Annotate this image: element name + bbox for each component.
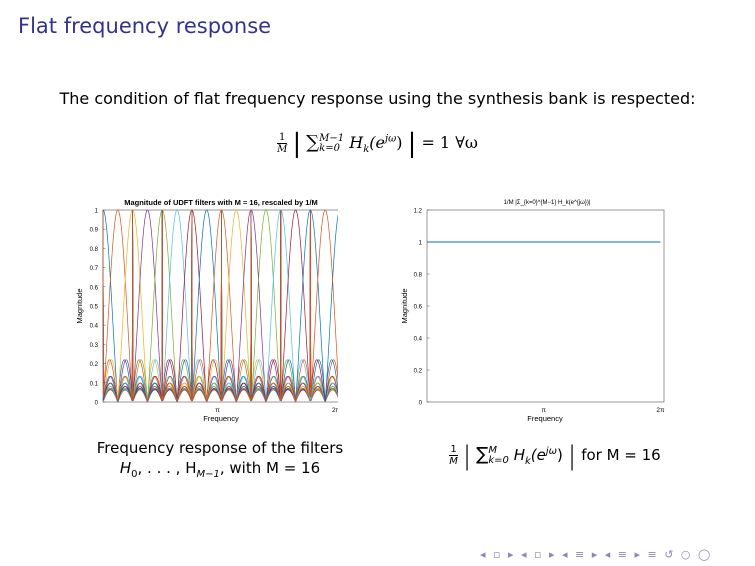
- chart-left-ytick-label: 0: [95, 401, 99, 407]
- chart-left-xtick-label: π: [215, 407, 220, 414]
- chart-right-ytick-label: 0.2: [414, 369, 423, 375]
- chart-left-ytick-label: 0.3: [90, 343, 99, 349]
- chart-left-ytick-label: 0.2: [90, 362, 99, 368]
- slide-title: Flat frequency response: [18, 14, 272, 38]
- filters-magnitude-chart: Magnitude of UDFT filters with M = 16, r…: [75, 198, 338, 423]
- chart-left-series-group: [102, 209, 338, 402]
- chart-left-ytick-label: 0.6: [90, 285, 99, 291]
- chart-left-ytick-label: 1: [95, 209, 99, 215]
- flatness-check-chart: 1/M |Σ_{k=0}^{M−1} H_k(e^{jω})| 00.20.40…: [400, 200, 665, 423]
- chart-left-title: Magnitude of UDFT filters with M = 16, r…: [124, 198, 318, 207]
- chart-left-ytick-label: 0.1: [90, 381, 99, 387]
- chart-right-ytick-label: 0: [419, 401, 423, 407]
- chart-right-ytick-label: 0.4: [414, 337, 423, 343]
- chart-right-ylabel: Magnitude: [400, 288, 409, 323]
- chart-right-ytick-label: 0.8: [414, 273, 423, 279]
- chart-left-ytick-label: 0.8: [90, 247, 99, 253]
- chart-right-xtick-label: π: [541, 407, 546, 414]
- chart-left-ytick-label: 0.5: [90, 305, 99, 311]
- chart-right-ytick-label: 1.2: [414, 209, 423, 215]
- chart-right-yticks: 0 0.2 0.4 0.6 0.8 1 1.2: [414, 209, 430, 407]
- chart-right-xticks: π 2π: [541, 407, 665, 414]
- caption-left: Frequency response of the filters H0, . …: [96, 439, 344, 480]
- chart-left-xticks: π 2π: [215, 407, 338, 414]
- intro-text: The condition of flat frequency response…: [59, 89, 696, 108]
- chart-right-ytick-label: 1: [419, 241, 423, 247]
- chart-right-xlabel: Frequency: [527, 414, 563, 423]
- chart-right-axes: [426, 209, 665, 403]
- beamer-navigation[interactable]: ◂ ▫ ▸ ◂ ▫ ▸ ◂ ≡ ▸ ◂ ≡ ▸ ≡ ↺ ○ ◯: [480, 548, 713, 561]
- chart-left-ytick-label: 0.7: [90, 266, 99, 272]
- chart-right-xtick-label: 2π: [656, 407, 665, 414]
- filter-curve-h15: [102, 209, 338, 402]
- chart-left-xlabel: Frequency: [203, 414, 239, 423]
- chart-left-ylabel: Magnitude: [75, 288, 84, 323]
- chart-left-ytick-label: 0.4: [90, 324, 99, 330]
- sum-symbol: ∑: [306, 132, 320, 153]
- chart-left-xtick-label: 2π: [332, 407, 338, 414]
- chart-right-ytick-label: 0.6: [414, 305, 423, 311]
- chart-right-title: 1/M |Σ_{k=0}^{M−1} H_k(e^{jω})|: [504, 200, 591, 206]
- chart-left-ytick-label: 0.9: [90, 228, 99, 234]
- filter-curve-h3: [102, 209, 338, 402]
- chart-left-yticks: 0 0.1 0.2 0.3 0.4 0.5 0.6 0.7 0.8 0.9 1: [90, 209, 106, 407]
